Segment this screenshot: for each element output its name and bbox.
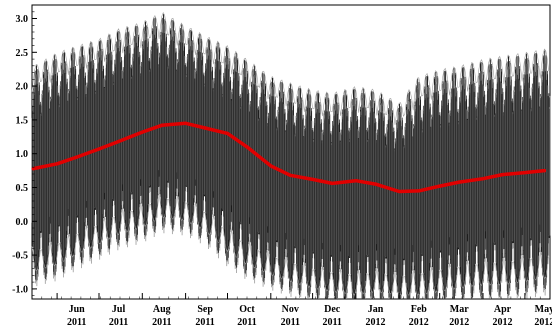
trend-point	[542, 169, 547, 173]
trend-point	[75, 155, 79, 159]
x-tick-label-month: Jun	[69, 304, 86, 315]
x-tick-label-month: Oct	[239, 304, 255, 315]
x-tick-label-month: May	[535, 304, 552, 315]
y-tick-label: 1.0	[16, 149, 29, 160]
trend-point	[203, 126, 207, 130]
trend-point	[457, 180, 461, 184]
trend-point	[417, 189, 421, 193]
x-tick-label-year: 2011	[109, 317, 128, 328]
y-axis: 3.0 2.5 2.0 1.5 1.0 0.5 0.0 -0.5 -1.0	[12, 11, 37, 296]
y-tick-label: 0.0	[16, 217, 29, 228]
x-tick-label-year: 2011	[195, 317, 214, 328]
x-tick-label-year: 2012	[366, 317, 386, 328]
trend-point	[500, 173, 505, 177]
trend-point	[97, 147, 101, 151]
x-tick-label-year: 2011	[152, 317, 171, 328]
x-tick-label-month: Feb	[411, 304, 428, 315]
x-tick-label-year: 2012	[409, 317, 429, 328]
x-tick-label-month: Nov	[282, 304, 299, 315]
trend-point	[245, 145, 249, 149]
trend-point	[140, 130, 144, 134]
trend-point	[160, 123, 164, 127]
y-tick-label: -0.5	[12, 251, 28, 262]
trend-point	[354, 179, 358, 183]
trend-point	[31, 167, 35, 171]
x-tick-label-month: Jan	[368, 304, 384, 315]
x-tick-label-month: Apr	[494, 304, 512, 315]
y-tick-label: 0.5	[16, 183, 29, 194]
y-tick-label: 2.5	[16, 48, 29, 59]
y-tick-label: -1.0	[12, 284, 28, 295]
x-tick-label-month: Mar	[450, 304, 469, 315]
trend-point	[311, 177, 315, 181]
x-axis: Jun 2011 Jul 2011 Aug 2011 Sep 2011 Oct 2011 Nov 20…	[31, 293, 552, 328]
x-tick-label-year: 2011	[237, 317, 256, 328]
x-tick-label-year: 2012	[493, 317, 513, 328]
y-tick-label: 3.0	[16, 14, 29, 25]
trend-point	[225, 131, 230, 135]
x-tick-label-year: 2011	[322, 317, 341, 328]
trend-point	[481, 177, 485, 181]
x-tick-label-month: Sep	[197, 304, 213, 315]
trend-line-layer	[31, 121, 547, 194]
trend-point	[117, 139, 121, 144]
y-tick-label: 2.0	[16, 82, 29, 93]
envelope-y_max	[31, 12, 550, 125]
x-tick-label-year: 2012	[534, 317, 552, 328]
y-tick-label: 1.5	[16, 115, 29, 126]
trend-point	[438, 184, 442, 188]
x-tick-label-month: Aug	[153, 304, 171, 315]
x-tick-label-month: Jul	[112, 304, 126, 315]
x-tick-label-year: 2012	[449, 317, 469, 328]
trend-point	[397, 189, 401, 194]
trend-point	[288, 173, 292, 177]
x-tick-label-month: Dec	[324, 304, 341, 315]
x-tick-label-year: 2011	[67, 317, 86, 328]
envelope-y_min	[31, 193, 550, 297]
trend-point	[184, 121, 188, 125]
trend-point	[330, 181, 334, 185]
trend-point	[269, 164, 273, 168]
trend-point	[55, 162, 59, 166]
trend-point	[523, 171, 527, 175]
x-tick-label-year: 2011	[281, 317, 300, 328]
trend-point	[373, 182, 378, 186]
